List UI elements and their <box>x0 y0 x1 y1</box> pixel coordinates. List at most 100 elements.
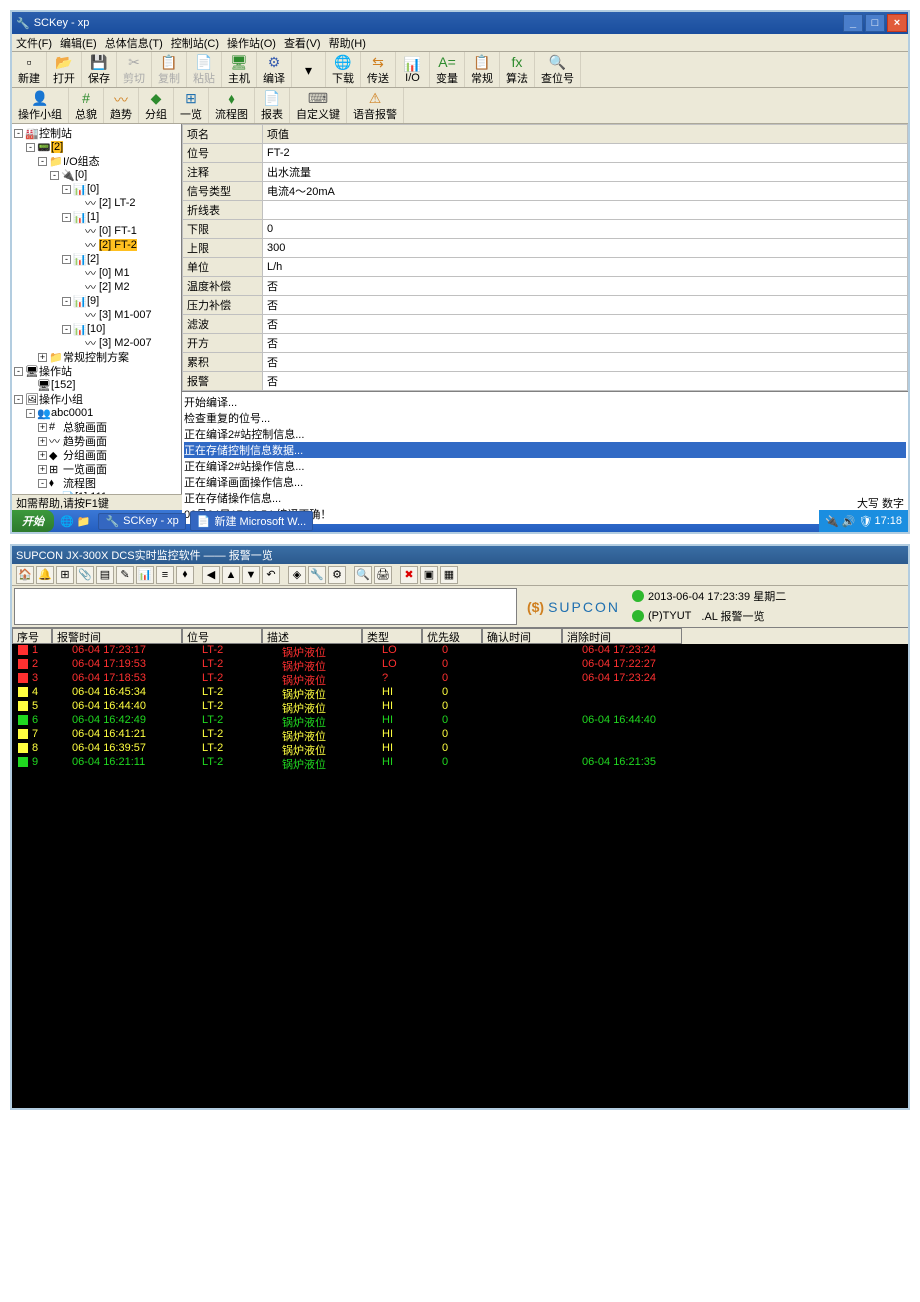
tree-node[interactable]: - 🖥 操作站 <box>14 364 179 378</box>
prop-row[interactable]: 温度补偿否 <box>183 277 908 296</box>
maximize-button[interactable]: □ <box>865 14 885 32</box>
tree-node[interactable]: - 🔌 [0] <box>14 168 179 182</box>
minimize-button[interactable]: _ <box>843 14 863 32</box>
tree-node[interactable]: - 📊 [2] <box>14 252 179 266</box>
bell-icon[interactable]: 🔔 <box>36 566 54 584</box>
prop-row[interactable]: 压力补偿否 <box>183 296 908 315</box>
group-icon[interactable]: ⬧ <box>176 566 194 584</box>
system-tray[interactable]: 🔌 🔊 🛡 17:18 <box>819 510 908 532</box>
nav2-icon[interactable]: ▲ <box>222 566 240 584</box>
col-pri[interactable]: 优先级 <box>422 628 482 644</box>
toolbar-button[interactable]: 📄 报表 <box>255 88 290 123</box>
titlebar[interactable]: 🔧SCKey - xp _ □ × <box>12 12 908 34</box>
prop-row[interactable]: 累积否 <box>183 353 908 372</box>
grid-icon[interactable]: ⊞ <box>56 566 74 584</box>
edit-icon[interactable]: ✎ <box>116 566 134 584</box>
alarm-row[interactable]: 8 06-04 16:39:57 LT-2 锅炉液位 HI 0 <box>12 742 908 756</box>
menu-item[interactable]: 操作站(O) <box>227 35 276 51</box>
menu-item[interactable]: 文件(F) <box>16 35 52 51</box>
col-clr[interactable]: 消除时间 <box>562 628 682 644</box>
tree-node[interactable]: - 👥 abc0001 <box>14 406 179 420</box>
back-icon[interactable]: ↶ <box>262 566 280 584</box>
start-button[interactable]: 开始 <box>12 510 54 532</box>
menu-item[interactable]: 控制站(C) <box>171 35 219 51</box>
menu-item[interactable]: 编辑(E) <box>60 35 97 51</box>
task-sckey[interactable]: 🔧 SCKey - xp <box>98 513 185 530</box>
alarm-titlebar[interactable]: SUPCON JX-300X DCS实时监控软件 —— 报警一览 <box>12 546 908 564</box>
gear-icon[interactable]: ⚙ <box>328 566 346 584</box>
toolbar-button[interactable]: # 总貌 <box>69 88 104 123</box>
col-desc[interactable]: 描述 <box>262 628 362 644</box>
list-icon[interactable]: ≡ <box>156 566 174 584</box>
toolbar-button[interactable]: ⊞ 一览 <box>174 88 209 123</box>
tool-icon[interactable]: 🔧 <box>308 566 326 584</box>
toolbar-button[interactable]: 👤 操作小组 <box>12 88 69 123</box>
toolbar-button[interactable]: 📊 I/O <box>396 52 430 87</box>
toolbar-button[interactable]: 💾 保存 <box>82 52 117 87</box>
tree-node[interactable]: 〰 [2] M2 <box>14 280 179 294</box>
toolbar-button[interactable]: 🖥 主机 <box>222 52 257 87</box>
alarm-row[interactable]: 1 06-04 17:23:17 LT-2 锅炉液位 LO 0 06-04 17… <box>12 644 908 658</box>
tree-node[interactable]: - 📟 [2] <box>14 140 179 154</box>
toolbar-button[interactable]: ▫ 新建 <box>12 52 47 87</box>
prop-row[interactable]: 单位L/h <box>183 258 908 277</box>
tree-node[interactable]: - 📊 [10] <box>14 322 179 336</box>
menu-item[interactable]: 帮助(H) <box>329 35 366 51</box>
tree-node[interactable]: - 🏭 控制站 <box>14 126 179 140</box>
tree-node[interactable]: 〰 [0] M1 <box>14 266 179 280</box>
toolbar-button[interactable]: ⇆ 传送 <box>361 52 396 87</box>
toolbar-button[interactable]: ⚠ 语音报警 <box>347 88 404 123</box>
tree-node[interactable]: + # 总貌画面 <box>14 420 179 434</box>
toolbar-button[interactable]: ⬧ 流程图 <box>209 88 255 123</box>
prop-row[interactable]: 开方否 <box>183 334 908 353</box>
win2-icon[interactable]: ▦ <box>440 566 458 584</box>
toolbar-button[interactable]: 🔍 查位号 <box>535 52 581 87</box>
menu-item[interactable]: 总体信息(T) <box>105 35 163 51</box>
home-icon[interactable]: 🏠 <box>16 566 34 584</box>
toolbar-button[interactable]: 📋 常规 <box>465 52 500 87</box>
prop-row[interactable]: 上限300 <box>183 239 908 258</box>
col-ack[interactable]: 确认时间 <box>482 628 562 644</box>
close-button[interactable]: × <box>887 14 907 32</box>
toolbar-button[interactable]: 🌐 下载 <box>326 52 361 87</box>
nav3-icon[interactable]: ▼ <box>242 566 260 584</box>
clip-icon[interactable]: 📎 <box>76 566 94 584</box>
find-icon[interactable]: 🔍 <box>354 566 372 584</box>
alarm-row[interactable]: 6 06-04 16:42:49 LT-2 锅炉液位 HI 0 06-04 16… <box>12 714 908 728</box>
col-time[interactable]: 报警时间 <box>52 628 182 644</box>
toolbar-button[interactable]: fx 算法 <box>500 52 535 87</box>
tree-node[interactable]: 〰 [0] FT-1 <box>14 224 179 238</box>
toolbar-button[interactable]: ▾ <box>292 52 326 87</box>
prop-row[interactable]: 位号FT-2 <box>183 144 908 163</box>
print-icon[interactable]: 🖨 <box>374 566 392 584</box>
tree-node[interactable]: 〰 [2] LT-2 <box>14 196 179 210</box>
prop-row[interactable]: 报警否 <box>183 372 908 391</box>
chart-icon[interactable]: 📊 <box>136 566 154 584</box>
tree-node[interactable]: 🖥 [152] <box>14 378 179 392</box>
tree-node[interactable]: 📄 [1] 111.scg <box>14 490 179 494</box>
alarm-row[interactable]: 4 06-04 16:45:34 LT-2 锅炉液位 HI 0 <box>12 686 908 700</box>
col-type[interactable]: 类型 <box>362 628 422 644</box>
tree-node[interactable]: + ⊞ 一览画面 <box>14 462 179 476</box>
toolbar-button[interactable]: ⌨ 自定义键 <box>290 88 347 123</box>
win-icon[interactable]: ▣ <box>420 566 438 584</box>
tree-node[interactable]: - 📊 [0] <box>14 182 179 196</box>
tree-node[interactable]: - 📁 I/O组态 <box>14 154 179 168</box>
tree-node[interactable]: - 📊 [1] <box>14 210 179 224</box>
nav1-icon[interactable]: ◀ <box>202 566 220 584</box>
tree-node[interactable]: 〰 [3] M2-007 <box>14 336 179 350</box>
toolbar-button[interactable]: ◆ 分组 <box>139 88 174 123</box>
prop-row[interactable]: 滤波否 <box>183 315 908 334</box>
alarm-row[interactable]: 5 06-04 16:44:40 LT-2 锅炉液位 HI 0 <box>12 700 908 714</box>
tree-node[interactable]: + 📁 常规控制方案 <box>14 350 179 364</box>
tree-panel[interactable]: - 🏭 控制站 - 📟 [2] - 📁 I/O组态 - 🔌 [0] - 📊 [0… <box>12 124 182 494</box>
tree-node[interactable]: - ⬧ 流程图 <box>14 476 179 490</box>
col-seq[interactable]: 序号 <box>12 628 52 644</box>
col-tag[interactable]: 位号 <box>182 628 262 644</box>
table-icon[interactable]: ▤ <box>96 566 114 584</box>
tree-node[interactable]: + ◆ 分组画面 <box>14 448 179 462</box>
prop-row[interactable]: 下限0 <box>183 220 908 239</box>
tree-node[interactable]: + 〰 趋势画面 <box>14 434 179 448</box>
alarm-row[interactable]: 9 06-04 16:21:11 LT-2 锅炉液位 HI 0 06-04 16… <box>12 756 908 770</box>
task-word[interactable]: 📄 新建 Microsoft W... <box>190 511 313 531</box>
